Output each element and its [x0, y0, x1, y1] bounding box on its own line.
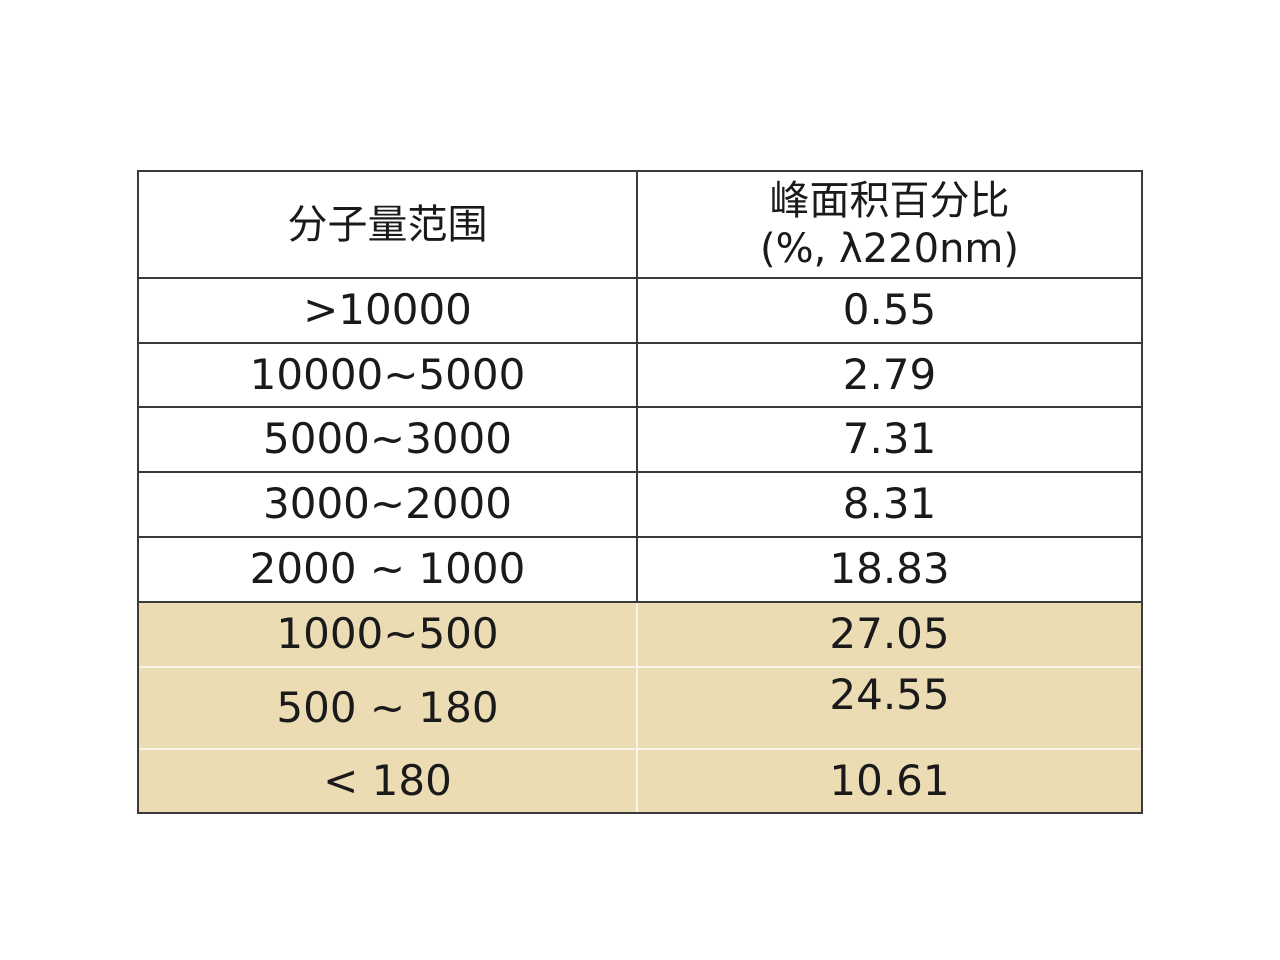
header-peak-area-unit: (%, λ220nm) — [760, 225, 1019, 272]
percent-cell: 7.31 — [638, 408, 1141, 473]
range-cell: 5000~3000 — [139, 408, 638, 473]
table-row: 3000~2000 8.31 — [139, 473, 1141, 538]
percent-cell: 24.55 — [638, 668, 1141, 750]
range-cell: 1000~500 — [139, 603, 638, 668]
percent-cell: 10.61 — [829, 755, 950, 805]
header-peak-area-percent: 峰面积百分比 (%, λ220nm) — [638, 172, 1141, 279]
percent-cell: 2.79 — [638, 344, 1141, 408]
table-row: >10000 0.55 — [139, 279, 1141, 344]
table-row: 5000~3000 7.31 — [139, 408, 1141, 473]
range-cell: 3000~2000 — [139, 473, 638, 538]
table-header-row: 分子量范围 峰面积百分比 (%, λ220nm) — [139, 172, 1141, 279]
range-cell: 500 ~ 180 — [139, 668, 638, 750]
percent-cell: 18.83 — [638, 538, 1141, 603]
table-row-highlighted: 500 ~ 180 24.55 — [139, 668, 1141, 750]
range-cell: 10000~5000 — [139, 344, 638, 408]
percent-cell: 8.31 — [638, 473, 1141, 538]
range-cell: >10000 — [139, 279, 638, 344]
molecular-weight-table: 分子量范围 峰面积百分比 (%, λ220nm) >10000 0.55 100… — [137, 170, 1143, 814]
table-row-highlighted: < 180 10.61 — [139, 750, 1141, 812]
range-cell: 2000 ~ 1000 — [139, 538, 638, 603]
percent-cell: 0.55 — [638, 279, 1141, 344]
percent-cell: 27.05 — [638, 603, 1141, 668]
header-molecular-weight-range: 分子量范围 — [139, 172, 638, 279]
header-peak-area-title: 峰面积百分比 — [769, 177, 1010, 224]
range-cell: < 180 — [139, 750, 638, 812]
table-row: 2000 ~ 1000 18.83 — [139, 538, 1141, 603]
table-row-highlighted: 1000~500 27.05 — [139, 603, 1141, 668]
table-row: 10000~5000 2.79 — [139, 344, 1141, 408]
